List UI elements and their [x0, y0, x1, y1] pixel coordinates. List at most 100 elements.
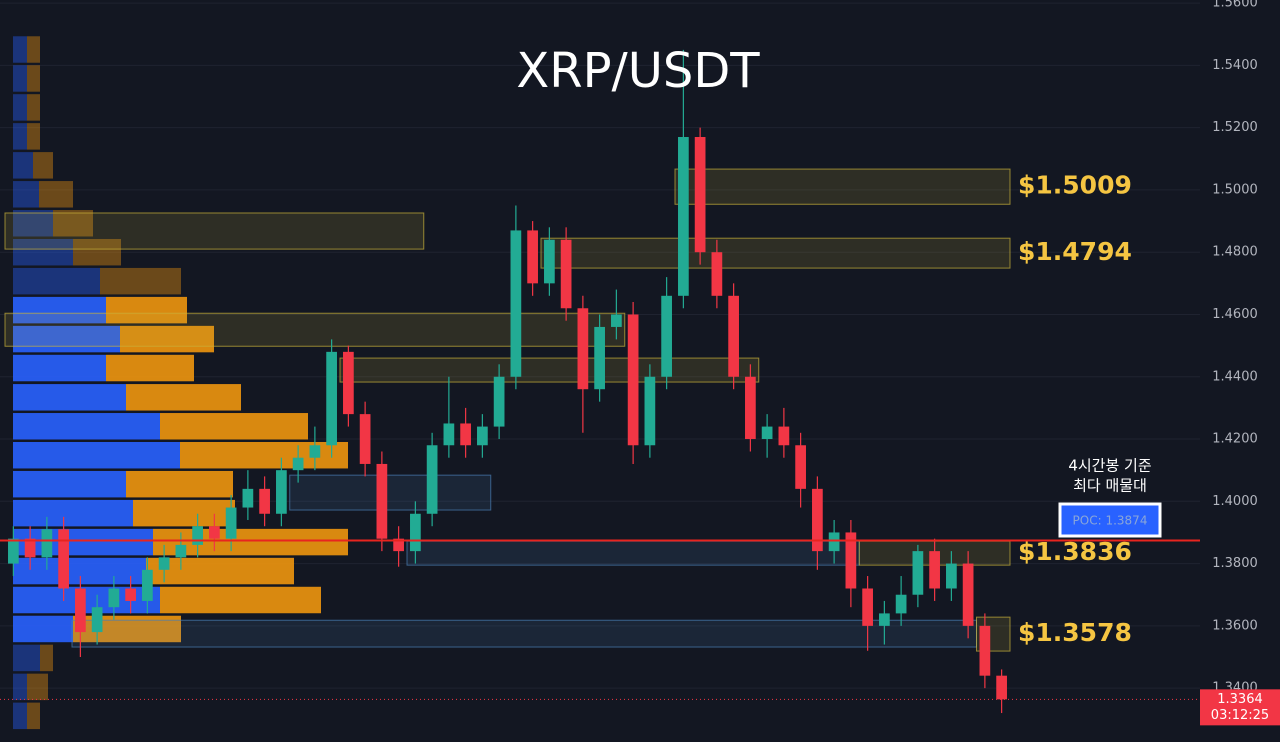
candle-body: [443, 423, 455, 446]
profile-buy: [13, 702, 27, 730]
candle-body: [728, 295, 739, 377]
candle-body: [912, 551, 924, 595]
candle-body: [376, 463, 388, 539]
poc-box: [1058, 502, 1162, 538]
profile-buy: [13, 152, 33, 179]
candle-body: [946, 563, 957, 589]
zone: [406, 540, 860, 566]
candle-body: [24, 538, 36, 558]
profile-buy: [13, 528, 153, 556]
y-tick-label: 1.4800: [1212, 245, 1258, 260]
profile-sell: [27, 94, 40, 121]
candle-body: [58, 529, 69, 589]
profile-sell: [27, 673, 48, 701]
profile-sell: [126, 384, 241, 411]
candle-body: [175, 544, 187, 558]
candle-body: [209, 526, 220, 539]
profile-buy: [13, 499, 133, 527]
profile-buy: [13, 557, 146, 585]
candle-body: [326, 351, 337, 446]
profile-sell: [126, 470, 233, 498]
candle-body: [611, 314, 622, 327]
zone: [674, 168, 1011, 205]
candle-body: [979, 625, 991, 676]
profile-sell: [27, 702, 40, 730]
candle-body: [158, 557, 170, 570]
zone-label: $1.3578: [1018, 618, 1132, 647]
candle-body: [845, 532, 857, 589]
candle-body: [828, 532, 840, 552]
profile-sell: [39, 181, 73, 208]
profile-buy: [13, 644, 40, 672]
candle-body: [862, 588, 873, 626]
profile-sell: [27, 65, 40, 92]
profile-sell: [33, 152, 53, 179]
candle-body: [812, 488, 823, 552]
candle-body: [895, 594, 907, 614]
candle-body: [996, 675, 1007, 700]
candle-body: [225, 507, 237, 539]
zone-label: $1.5009: [1018, 171, 1132, 200]
candle-body: [75, 588, 86, 633]
candle-body: [108, 588, 120, 608]
candle-body: [694, 137, 706, 253]
profile-buy: [13, 210, 53, 237]
candle-body: [929, 551, 940, 589]
y-tick-label: 1.3800: [1212, 556, 1258, 571]
zone: [339, 357, 760, 383]
candle-body: [577, 308, 589, 390]
profile-sell: [106, 354, 194, 382]
profile-buy: [13, 441, 180, 469]
candle-body: [678, 137, 689, 296]
zone: [4, 312, 626, 347]
candle-body: [276, 470, 287, 514]
y-tick-label: 1.5600: [1212, 0, 1258, 11]
profile-sell: [100, 267, 181, 295]
poc-caption: 최다 매물대: [1073, 477, 1147, 495]
candle-body: [510, 230, 522, 377]
profile-buy: [13, 673, 27, 701]
candle-body: [477, 426, 488, 446]
candle-body: [962, 563, 974, 626]
candle-body: [410, 513, 421, 552]
candle-body: [41, 529, 53, 558]
profile-buy: [13, 94, 27, 121]
profile-buy: [13, 181, 39, 208]
candle-body: [560, 239, 572, 309]
profile-sell: [73, 238, 121, 266]
y-tick-label: 1.3600: [1212, 618, 1258, 633]
candle-body: [795, 445, 806, 489]
candle-body: [661, 295, 672, 377]
candle-body: [778, 426, 790, 446]
last-price-label: 1.3364: [1217, 692, 1263, 707]
profile-buy: [13, 267, 100, 295]
profile-buy: [13, 586, 160, 614]
candle-body: [242, 488, 254, 508]
profile-buy: [13, 296, 106, 324]
candle-body: [460, 423, 471, 446]
zone: [4, 212, 425, 250]
profile-sell: [133, 499, 235, 527]
profile-sell: [160, 413, 308, 440]
candle-body: [627, 314, 639, 446]
candle-body: [594, 326, 605, 390]
candle-body: [8, 538, 19, 564]
profile-buy: [13, 615, 73, 643]
profile-buy: [13, 470, 126, 498]
zone-label: $1.4794: [1018, 237, 1132, 266]
candle-body: [761, 426, 773, 440]
profile-sell: [106, 296, 187, 324]
y-tick-label: 1.4200: [1212, 432, 1258, 447]
candle-body: [745, 376, 756, 440]
profile-sell: [180, 441, 348, 469]
candle-body: [125, 588, 136, 601]
profile-buy: [13, 65, 27, 92]
candle-body: [192, 526, 203, 545]
candle-body: [91, 607, 103, 633]
zone: [289, 474, 492, 511]
candle-body: [343, 351, 354, 415]
y-tick-label: 1.5000: [1212, 182, 1258, 197]
